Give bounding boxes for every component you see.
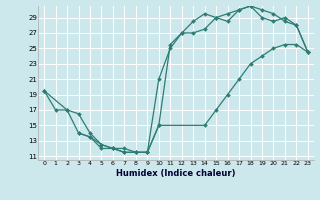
- X-axis label: Humidex (Indice chaleur): Humidex (Indice chaleur): [116, 169, 236, 178]
